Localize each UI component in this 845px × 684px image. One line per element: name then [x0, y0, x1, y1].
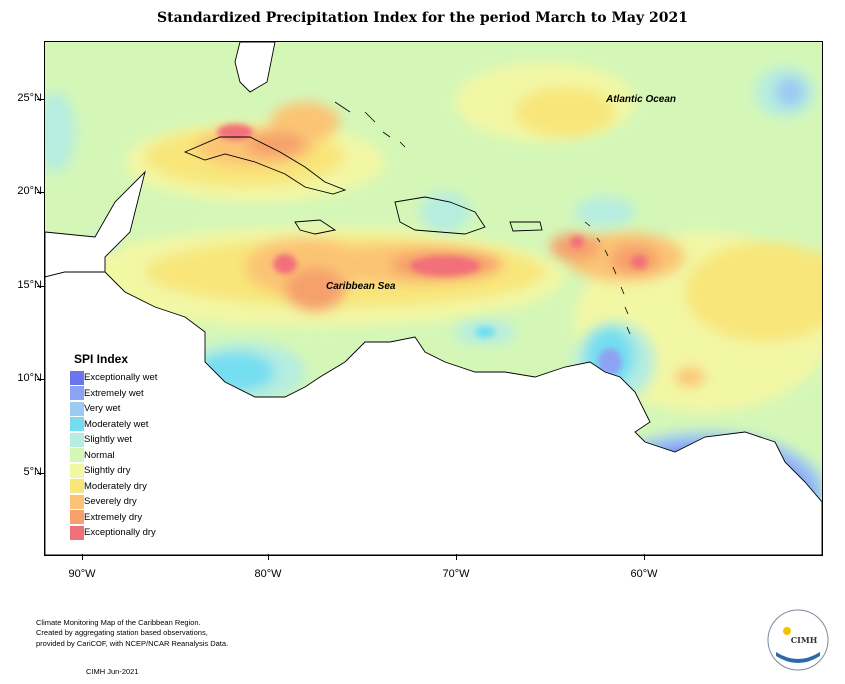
lon-tick [456, 554, 457, 560]
extreme-dry-cores [217, 124, 647, 276]
cimh-logo: CIMH [767, 609, 829, 671]
lat-label-15n: 15°N [17, 279, 42, 291]
puerto-rico [509, 221, 543, 232]
legend-swatch [70, 401, 84, 416]
legend-title: SPI Index [74, 352, 129, 366]
legend-label: Extremely wet [84, 387, 144, 399]
legend-label: Slightly dry [84, 465, 131, 477]
legend-label: Extremely dry [84, 511, 143, 523]
lat-label-20n: 20°N [17, 185, 42, 197]
logo-text: CIMH [791, 635, 818, 645]
legend-label: Severely dry [84, 496, 137, 508]
cuba [183, 136, 347, 195]
legend-label: Moderately wet [84, 418, 149, 430]
lat-label-5n: 5°N [23, 466, 42, 478]
legend-swatch [70, 463, 84, 478]
legend-item: Normal [70, 448, 157, 464]
credit-date: CIMH Jun-2021 [86, 667, 139, 676]
legend-swatch [70, 510, 84, 525]
legend-items: Exceptionally wet Extremely wet Very wet Mo… [70, 370, 157, 541]
map-title: Standardized Precipitation Index for the… [157, 10, 688, 26]
legend-item: Exceptionally dry [70, 525, 157, 541]
legend-swatch [70, 448, 84, 463]
lat-tick [37, 379, 44, 380]
lat-tick [37, 286, 44, 287]
legend-label: Very wet [84, 403, 121, 415]
legend-swatch [70, 494, 84, 509]
legend-item: Extremely dry [70, 510, 157, 526]
map-credits: Climate Monitoring Map of the Caribbean … [36, 618, 228, 649]
legend-swatch [70, 432, 84, 447]
lat-tick [37, 192, 44, 193]
legend-item: Moderately wet [70, 417, 157, 433]
jamaica [294, 219, 337, 235]
legend-label: Exceptionally dry [84, 527, 156, 539]
hispaniola [394, 196, 486, 235]
lon-label-60w: 60°W [630, 568, 658, 580]
legend-item: Very wet [70, 401, 157, 417]
legend-swatch [70, 370, 84, 385]
legend-item: Slightly wet [70, 432, 157, 448]
lon-label-80w: 80°W [254, 568, 282, 580]
lon-label-70w: 70°W [442, 568, 470, 580]
caribbean-sea-label: Caribbean Sea [326, 281, 396, 292]
lon-tick [644, 554, 645, 560]
lon-tick [82, 554, 83, 560]
legend-swatch [70, 525, 84, 540]
legend-label: Normal [84, 449, 115, 461]
central-america [45, 271, 822, 555]
lat-label-25n: 25°N [17, 92, 42, 104]
lat-label-10n: 10°N [17, 372, 42, 384]
lesser-antilles [334, 101, 631, 335]
lon-label-90w: 90°W [68, 568, 96, 580]
credit-line: provided by CariCOF, with NCEP/NCAR Rean… [36, 638, 229, 648]
legend-swatch [70, 417, 84, 432]
florida [234, 42, 276, 93]
lon-tick [268, 554, 269, 560]
lat-tick [37, 99, 44, 100]
atlantic-ocean-label: Atlantic Ocean [606, 94, 677, 105]
spi-legend: SPI Index Exceptionally wet Extremely wet… [70, 352, 157, 541]
land-masses [45, 42, 822, 555]
legend-label: Moderately dry [84, 480, 147, 492]
legend-item: Extremely wet [70, 386, 157, 402]
lat-tick [37, 473, 44, 474]
legend-item: Exceptionally wet [70, 370, 157, 386]
spi-map-canvas [45, 42, 822, 555]
legend-label: Slightly wet [84, 434, 133, 446]
legend-item: Severely dry [70, 494, 157, 510]
legend-item: Slightly dry [70, 463, 157, 479]
credit-line: Created by aggregating station based obs… [36, 628, 208, 638]
legend-item: Moderately dry [70, 479, 157, 495]
legend-label: Exceptionally wet [84, 372, 158, 384]
credit-line: Climate Monitoring Map of the Caribbean … [36, 618, 201, 627]
spi-map [44, 41, 823, 556]
legend-swatch [70, 479, 84, 494]
legend-swatch [70, 386, 84, 401]
